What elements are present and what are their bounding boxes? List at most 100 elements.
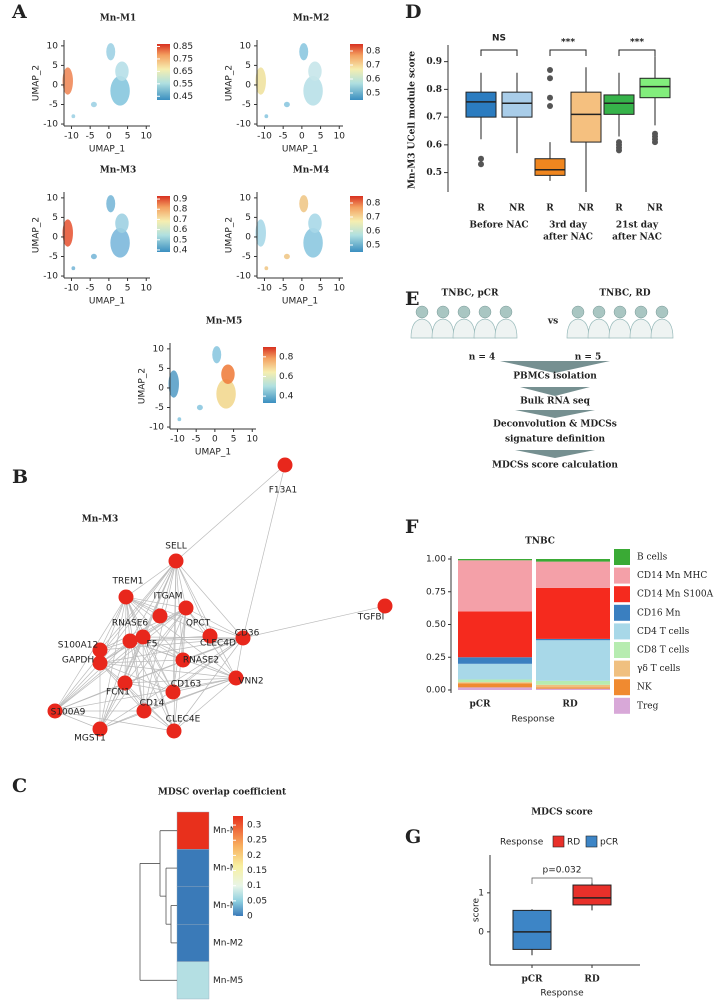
- y-axis-label: UMAP_2: [32, 65, 42, 101]
- legend-label: NK: [637, 683, 652, 693]
- node-label: RNASE6: [112, 619, 149, 629]
- box-outlier: [478, 155, 484, 162]
- person-head: [415, 305, 429, 319]
- y-axis-label: UMAP_2: [138, 368, 148, 404]
- network-edge: [142, 636, 174, 693]
- box-body: [465, 91, 497, 118]
- x-axis-label: UMAP_1: [195, 448, 231, 458]
- heatmap-cell: [176, 961, 210, 1000]
- network-edge: [142, 636, 145, 712]
- network-node: [168, 553, 184, 569]
- panel-letter: D: [405, 1, 421, 23]
- box-body: [501, 91, 533, 118]
- umap-panel: -10 -5 0 5 10 -10 -5 0 5 10 Mn-M4 UMAP_1 UMAP_2 0.8 0.…: [225, 166, 381, 307]
- x-tick-label: -5: [86, 284, 95, 294]
- node-label: CD163: [171, 680, 201, 690]
- network-edge: [99, 659, 184, 664]
- cell-cluster: [283, 253, 290, 260]
- network-edge: [143, 560, 177, 712]
- umap-panel: -10 -5 0 5 10 -10 -5 0 5 10 Mn-M2 UMAP_1 UMAP_2 0.8 0.…: [225, 14, 381, 155]
- x-tick-label: -10: [257, 284, 272, 294]
- flow-arrow: [520, 387, 590, 396]
- network-node: [166, 723, 182, 739]
- network-edge: [124, 677, 237, 684]
- node-label: QPCT: [186, 619, 211, 629]
- heatmap-cell: [176, 849, 210, 888]
- network-edge: [54, 710, 101, 730]
- network-edge: [99, 596, 127, 730]
- colorbar-tick-label: 0.05: [247, 896, 267, 906]
- y-tick-label: 0: [245, 80, 251, 90]
- network-edge: [99, 637, 244, 664]
- network-edge: [99, 560, 177, 730]
- y-tick-label: -5: [242, 100, 251, 110]
- cell-cluster: [177, 417, 182, 422]
- significance-label: ***: [561, 38, 575, 48]
- network-node: [228, 670, 244, 686]
- y-tick-label: 0: [52, 232, 58, 242]
- cell-cluster: [299, 43, 309, 61]
- significance-bracket: [618, 49, 656, 56]
- network-edge: [99, 637, 244, 730]
- bar-segment: [536, 687, 610, 689]
- x-tick-label: RD: [584, 975, 599, 985]
- group-label: 3rd day: [549, 221, 588, 231]
- legend-swatch: [614, 679, 630, 696]
- panel-letter: A: [11, 1, 27, 23]
- x-tick-label: -5: [279, 132, 288, 142]
- cell-cluster: [90, 253, 97, 260]
- node-label: CD14: [140, 699, 165, 709]
- person-head: [436, 305, 450, 319]
- box-outlier: [547, 94, 553, 101]
- x-tick-label: pCR: [470, 700, 491, 710]
- x-tick-label: -5: [86, 132, 95, 142]
- colorbar-tick-label: 0.1: [247, 881, 261, 891]
- person-head: [478, 305, 492, 319]
- y-axis-label: UMAP_2: [32, 217, 42, 253]
- person-icon: [587, 318, 611, 339]
- node-label: ITGAM: [153, 592, 182, 602]
- n-label: n = 5: [575, 353, 602, 363]
- cell-cluster: [196, 404, 203, 411]
- group-label: after NAC: [543, 233, 593, 243]
- bar-segment: [536, 638, 610, 641]
- person-icon: [494, 318, 518, 339]
- colorbar: [233, 816, 243, 916]
- node-label: CD36: [235, 629, 260, 639]
- colorbar-tick-label: 0.65: [173, 67, 193, 77]
- node-label: MGST1: [74, 734, 106, 744]
- y-tick-label: 10: [47, 41, 59, 51]
- flow-arrow: [515, 450, 595, 458]
- legend-swatch: [614, 623, 630, 640]
- colorbar-tick-label: 0.55: [173, 79, 193, 89]
- cell-cluster: [110, 75, 130, 106]
- y-tick-label: 5: [158, 364, 164, 374]
- network-edge: [99, 662, 237, 679]
- y-tick-label: 5: [245, 213, 251, 223]
- node-label: CLEC4E: [166, 715, 201, 725]
- bar-segment: [458, 682, 532, 684]
- colorbar-tick-label: 0.6: [366, 75, 381, 85]
- bar-segment: [458, 611, 532, 658]
- network-edge: [142, 636, 184, 661]
- heatmap-cell: [176, 811, 210, 850]
- network-node: [135, 629, 151, 645]
- panel-letter: F: [405, 516, 419, 538]
- network-edge: [54, 710, 175, 732]
- legend-swatch: [585, 835, 598, 848]
- box-outlier: [652, 139, 658, 146]
- person-head: [634, 305, 648, 319]
- y-tick-label: 1.00: [426, 555, 446, 565]
- network-edge: [99, 662, 174, 693]
- network-edge: [172, 607, 187, 693]
- colorbar-tick-label: 0.3: [247, 821, 261, 831]
- p-value: p=0.032: [542, 866, 581, 876]
- person-icon: [608, 318, 632, 339]
- bar-segment: [536, 684, 610, 688]
- network-node: [92, 721, 108, 737]
- heatmap-cell: [176, 924, 210, 962]
- umap-panel: -10 -5 0 5 10 -10 -5 0 5 10 Mn-M1 UMAP_1 UMAP_2 0.85 0…: [32, 14, 194, 155]
- y-tick-label: 10: [153, 344, 165, 354]
- colorbar: [350, 196, 363, 252]
